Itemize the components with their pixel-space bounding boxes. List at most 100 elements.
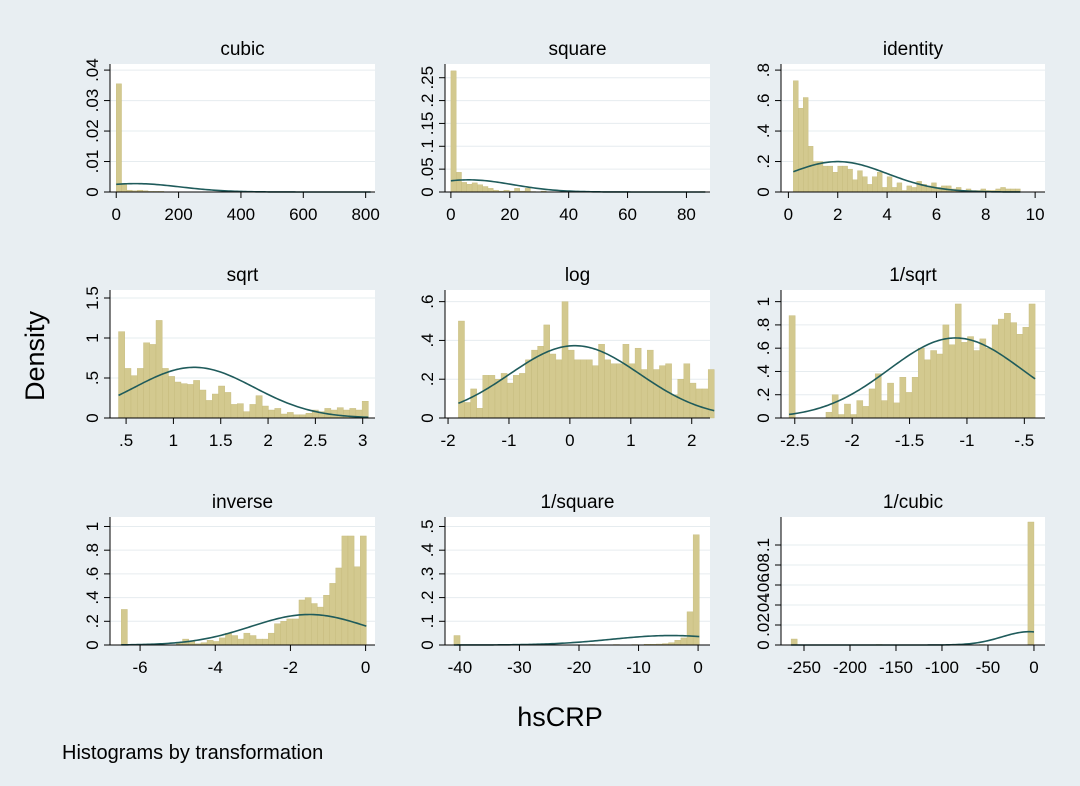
histogram-bar [249, 635, 257, 646]
histogram-bar [653, 369, 660, 419]
x-tick-label: 0 [1029, 658, 1038, 677]
histogram-bar [476, 408, 483, 419]
histogram-bar [471, 182, 478, 193]
histogram-bar [886, 176, 893, 193]
histogram-bar [482, 375, 490, 419]
histogram-bar [592, 365, 599, 419]
histogram-bar [335, 567, 343, 646]
x-tick-label: -1.5 [895, 431, 924, 450]
y-tick-label: .05 [418, 157, 437, 181]
histogram-bar [798, 107, 804, 193]
histogram-bar [506, 382, 514, 419]
histogram-bar [862, 176, 868, 193]
histogram-bar [121, 609, 128, 646]
histogram-bar [807, 146, 814, 193]
histogram-bar [852, 179, 858, 193]
panel-2: 0 2 4 6 8 10 0 .2 .4 .6 .8 identity [754, 39, 1045, 224]
histogram-bar [1028, 303, 1036, 419]
histogram-bar [936, 353, 944, 419]
y-tick-label: .8 [83, 543, 102, 557]
histogram-bar [683, 363, 691, 419]
histogram-bar [707, 369, 715, 419]
x-tick-label: 20 [500, 205, 519, 224]
histogram-bar [455, 172, 462, 193]
histogram-bar [187, 384, 194, 419]
histogram-bar [948, 344, 956, 419]
y-tick-label: .4 [418, 543, 437, 557]
histogram-bar [549, 353, 557, 419]
y-tick-label: .2 [754, 388, 773, 402]
normal-curve [458, 344, 715, 412]
histogram-bar [174, 381, 182, 419]
histogram-bar [149, 344, 157, 419]
histogram-bar [967, 336, 974, 419]
histogram-bar [1004, 313, 1011, 419]
x-tick-label: -40 [448, 658, 473, 677]
histogram-bar [604, 359, 611, 419]
histogram-bar [255, 395, 263, 419]
x-tick-label: 0 [693, 658, 702, 677]
histogram-bar [231, 635, 238, 646]
histogram-bar [274, 408, 282, 419]
x-tick-label: -4 [208, 658, 223, 677]
y-tick-label: .3 [418, 567, 437, 581]
histogram-bar [341, 535, 349, 646]
histogram-bar [610, 363, 617, 419]
x-tick-label: -6 [133, 658, 148, 677]
y-tick-label: .03 [83, 89, 102, 113]
histogram-bar [695, 388, 703, 419]
histogram-bar [514, 188, 520, 193]
y-tick-label: .8 [754, 318, 773, 332]
histogram-bar [924, 359, 931, 419]
histogram-bar [537, 346, 544, 419]
panel-title: inverse [212, 492, 273, 513]
histogram-bar [450, 70, 457, 193]
x-tick-label: 10 [1026, 205, 1045, 224]
panel-title: cubic [220, 39, 264, 60]
y-tick-label: .04 [754, 593, 773, 617]
histogram-bar [311, 603, 318, 646]
histogram-bar [236, 403, 244, 419]
histogram-bar [954, 303, 962, 419]
histogram-bar [680, 637, 688, 646]
x-tick-label: 1 [626, 431, 635, 450]
x-tick-label: -20 [567, 658, 592, 677]
y-tick-label: .6 [418, 295, 437, 309]
histogram-bar [628, 363, 636, 419]
histogram-bar [985, 347, 993, 419]
histogram-bar [121, 183, 128, 193]
histogram-bar [555, 359, 563, 419]
histogram-bar [199, 389, 207, 419]
y-tick-label: 1 [83, 333, 102, 342]
x-tick-label: -200 [833, 658, 867, 677]
histogram-bar [790, 638, 798, 646]
y-tick-label: .02 [83, 119, 102, 143]
histogram-bar [243, 632, 251, 646]
normal-curve [121, 613, 367, 646]
histogram-bar [891, 187, 898, 193]
x-tick-label: 2.5 [304, 431, 328, 450]
plot-area [110, 64, 375, 192]
histogram-bar [561, 301, 569, 419]
histogram-bar [862, 406, 870, 419]
histogram-bar [180, 383, 188, 419]
x-tick-label: -2 [845, 431, 860, 450]
histogram-bar [689, 382, 697, 419]
histogram-bar [598, 344, 605, 419]
histogram-bar [453, 635, 461, 646]
histogram-bar [168, 376, 175, 419]
histogram-bar [524, 188, 531, 193]
normal-curve [118, 366, 369, 419]
histogram-bar [261, 405, 269, 419]
histogram-bar [899, 377, 907, 419]
histogram-bar [286, 412, 294, 419]
x-tick-label: 2 [687, 431, 696, 450]
y-axis-title: Density [20, 310, 50, 401]
histogram-bar [842, 165, 848, 193]
histogram-bar [803, 97, 809, 193]
y-tick-label: .6 [83, 567, 102, 581]
x-tick-label: -.5 [1014, 431, 1034, 450]
x-tick-label: 200 [164, 205, 192, 224]
histogram-bar [991, 324, 999, 419]
